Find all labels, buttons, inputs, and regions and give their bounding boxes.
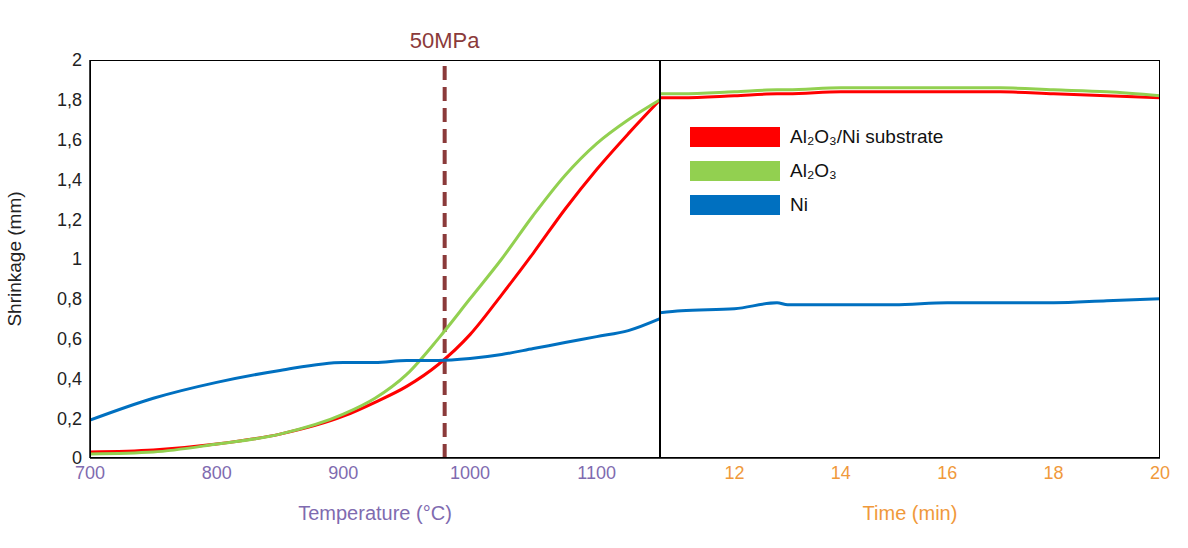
svg-text:0,4: 0,4 (57, 369, 82, 389)
svg-text:2: 2 (72, 50, 82, 70)
html-text:Al₂O₃/Ni substrate: Al₂O₃/Ni substrate (790, 126, 944, 147)
html-text:Al₂O₃: Al₂O₃ (790, 160, 837, 181)
svg-text:1100: 1100 (577, 463, 616, 483)
svg-text:1,8: 1,8 (57, 90, 82, 110)
svg-text:50MPa: 50MPa (410, 28, 480, 53)
svg-text:0,6: 0,6 (57, 329, 82, 349)
svg-text:12: 12 (724, 463, 744, 483)
svg-text:900: 900 (328, 463, 358, 483)
svg-text:Time (min): Time (min) (863, 502, 958, 524)
svg-text:0: 0 (72, 448, 82, 468)
svg-text:800: 800 (202, 463, 232, 483)
svg-text:20: 20 (1150, 463, 1170, 483)
svg-text:14: 14 (831, 463, 851, 483)
svg-text:1: 1 (72, 249, 82, 269)
svg-text:1000: 1000 (450, 463, 490, 483)
html-text:Ni: Ni (790, 194, 808, 215)
svg-text:1,2: 1,2 (57, 210, 82, 230)
svg-text:Shrinkage (mm): Shrinkage (mm) (4, 191, 25, 326)
svg-text:0,2: 0,2 (57, 409, 82, 429)
svg-text:700: 700 (75, 462, 105, 483)
svg-text:18: 18 (1044, 463, 1064, 483)
svg-text:Temperature (°C): Temperature (°C) (298, 502, 452, 524)
svg-text:1,4: 1,4 (57, 170, 82, 190)
svg-text:1,6: 1,6 (57, 130, 82, 150)
svg-text:16: 16 (937, 463, 957, 483)
svg-text:0,8: 0,8 (57, 289, 82, 309)
